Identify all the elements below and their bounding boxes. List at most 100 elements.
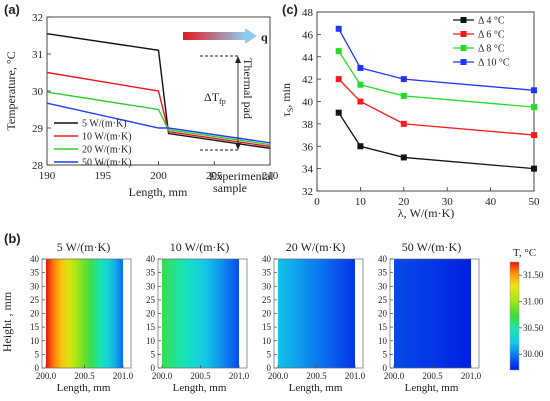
heatmap-y-tick-label: 0 [35,363,40,373]
heatmap-2: 20 W/(m·K) 0 5 10 15 20 25 30 35 40 200.0 200.5 201.… [262,240,366,394]
series-line-c-0 [338,112,535,170]
data-point-c [400,120,407,127]
heatmap-x-tick-label: 200.0 [152,371,173,381]
x-tick-label-a: 190 [39,170,56,182]
legend-label-c: Δ 10 °C [478,58,510,69]
x-axis-label-a: Length, mm [129,185,188,199]
series-line-c-2 [338,50,535,108]
heatmap-y-tick-label: 5 [151,349,156,359]
heatmap-y-tick-label: 0 [383,363,388,373]
heatmap-y-tick-label: 40 [146,254,156,264]
heatmap-panels: 5 W/(m·K) 0 5 10 15 20 25 30 35 40 200.0 200.5 201.0… [30,240,482,394]
data-point-c [335,25,342,32]
x-tick-label-c: 30 [442,196,454,208]
heatmap-title: 10 W/(m·K) [170,240,229,254]
heatmap-y-tick-label: 15 [262,322,272,332]
heatmap-title: 20 W/(m·K) [286,240,345,254]
legend-c: Δ 4 °C Δ 6 °C Δ 8 °C Δ 10 °C [453,16,510,69]
data-point-c [357,98,364,105]
heatmap-y-tick-label: 35 [378,268,388,278]
delta-arrow-bottom [235,143,241,150]
data-point-c [357,64,364,71]
y-tick-label-c: 40 [302,97,314,109]
y-tick-label-c: 38 [302,119,314,131]
y-axis-label-a: Temperature, °C [4,51,18,130]
heatmap-field [394,259,471,368]
heatmap-3: 50 W/(m·K) 0 5 10 15 20 25 30 35 40 200.0 200.5 201.… [378,240,482,394]
heatmap-x-tick-label: 201.0 [229,371,250,381]
heatmap-y-tick-label: 0 [267,363,272,373]
heatmap-x-tick-label: 201.0 [345,371,366,381]
panel-label-c: (c) [282,2,298,17]
data-point-c [400,76,407,83]
heatmap-y-tick-label: 25 [146,295,156,305]
y-tick-label-a: 30 [32,86,44,98]
y-tick-label-c: 32 [302,186,313,198]
heatmap-y-tick-label: 35 [146,268,156,278]
heatmap-y-tick-label: 5 [267,349,272,359]
legend-marker-c [460,31,467,37]
x-tick-label-a: 195 [95,170,112,182]
series-line-a-0 [46,32,271,150]
data-point-c [335,76,342,83]
data-point-c [335,48,342,55]
heatmap-x-tick-label: 200.0 [384,371,405,381]
x-axis-label-c: λ, W/(m·K) [398,206,454,220]
heatmap-y-tick-label: 10 [262,336,272,346]
heatmap-x-tick-label: 200.0 [36,371,57,381]
heatmap-y-tick-label: 35 [30,268,40,278]
x-tick-label-c: 0 [314,196,320,208]
legend-label-a: 20 W/(m·K) [82,145,132,156]
heatmap-field [46,259,123,368]
data-point-c [357,143,364,150]
heatmap-title: 5 W/(m·K) [57,240,110,254]
legend-label-c: Δ 6 °C [478,30,505,41]
heatmap-x-tick-label: 201.0 [113,371,134,381]
panel-label-a: (a) [4,2,20,17]
heatmap-y-tick-label: 30 [262,281,272,291]
heatmap-y-tick-label: 15 [378,322,388,332]
y-tick-label-c: 46 [302,29,314,41]
heat-flux-label: q [261,30,268,44]
heatmap-title: 50 W/(m·K) [402,240,461,254]
heat-flux-arrowhead [245,28,257,44]
delta-label: ΔTfp [204,90,226,106]
heatmap-y-tick-label: 10 [30,336,40,346]
heatmap-y-tick-label: 5 [383,349,388,359]
heatmap-x-tick-label: 201.0 [461,371,482,381]
y-axis-label-b: Height , mm [0,291,14,352]
heatmap-y-tick-label: 35 [262,268,272,278]
x-tick-label-c: 40 [485,196,497,208]
y-tick-label-a: 32 [32,12,43,24]
data-point-c [357,81,364,88]
temperature-chart: 190 195 200 205 210 28 29 30 31 32 Length, mm Tem… [4,12,279,199]
legend-marker-c [460,45,467,51]
x-tick-label-c: 20 [398,196,410,208]
y-tick-label-c: 44 [302,52,314,64]
x-tick-label-a: 205 [206,170,223,182]
data-point-c [531,104,537,111]
legend-label-c: Δ 8 °C [478,44,505,55]
heat-flux-arrow [183,32,245,40]
heatmap-x-tick-label: 200.5 [74,371,95,381]
y-tick-label-c: 48 [302,7,314,19]
heatmap-1: 10 W/(m·K) 0 5 10 15 20 25 30 35 40 200.0 200.5 201.… [146,240,250,394]
colorbar: T, °C 31.50 31.00 30.50 30.00 [509,247,544,371]
data-point-c [531,132,537,139]
colorbar-tick-label: 31.00 [523,297,544,307]
series-line-a-3 [46,102,271,144]
heatmap-y-tick-label: 0 [151,363,156,373]
colorbar-tick-label: 30.00 [523,349,544,359]
data-point-c [400,92,407,99]
colorbar-gradient [509,261,520,371]
x-tick-label-a: 200 [150,170,167,182]
data-point-c [335,109,342,116]
heatmap-y-tick-label: 30 [30,281,40,291]
heatmap-y-tick-label: 25 [378,295,388,305]
heatmap-x-tick-label: 200.5 [190,371,211,381]
heatmap-field [278,259,355,368]
heatmap-y-tick-label: 40 [262,254,272,264]
legend-marker-c [460,59,467,65]
heatmap-0: 5 W/(m·K) 0 5 10 15 20 25 30 35 40 200.0 200.5 201.0… [30,240,134,394]
